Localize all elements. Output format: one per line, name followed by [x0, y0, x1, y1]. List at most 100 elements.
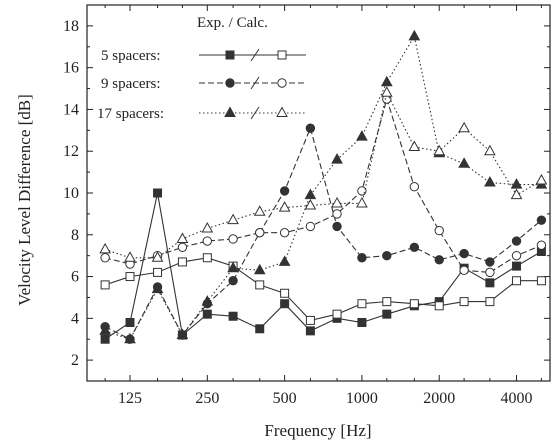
- data-point: [201, 221, 214, 233]
- data-point: [408, 29, 421, 41]
- data-point: [536, 240, 547, 250]
- data-point: [202, 236, 213, 246]
- data-point: [409, 182, 420, 192]
- data-point: [485, 297, 495, 307]
- data-point: [100, 280, 110, 290]
- data-point: [434, 225, 444, 236]
- data-point: [280, 299, 290, 309]
- y-tick-label: 4: [71, 310, 79, 327]
- data-point: [125, 318, 135, 328]
- series-line: [104, 257, 542, 322]
- x-tick-label: 500: [273, 390, 297, 407]
- data-point: [536, 276, 546, 286]
- legend-label-0: 5 spacers:: [101, 48, 161, 64]
- legend-label-1: 9 spacers:: [101, 76, 161, 92]
- x-tick-label: 125: [118, 390, 142, 407]
- data-point: [485, 278, 495, 288]
- legend-marker-calc: [277, 78, 287, 88]
- data-point: [434, 255, 444, 265]
- x-tick-label: 4000: [501, 390, 533, 407]
- data-point: [151, 251, 164, 262]
- data-point: [228, 311, 238, 321]
- data-point: [382, 297, 392, 307]
- data-point: [356, 130, 368, 141]
- y-tick-label: 2: [71, 352, 79, 369]
- data-point: [382, 250, 392, 261]
- data-point: [202, 253, 212, 263]
- data-point: [124, 332, 136, 344]
- data-point: [255, 280, 265, 290]
- data-point: [279, 186, 290, 196]
- data-point: [484, 176, 496, 187]
- data-point: [227, 261, 239, 273]
- y-tick-label: 16: [63, 60, 79, 77]
- data-point: [511, 236, 522, 246]
- legend-slash: [250, 106, 260, 120]
- legend-header: Exp. / Calc.: [197, 15, 268, 31]
- x-axis-title: Frequency [Hz]: [264, 421, 371, 440]
- data-point: [176, 328, 189, 340]
- data-point: [255, 324, 265, 334]
- data-point: [409, 299, 419, 309]
- y-tick-label: 12: [63, 143, 79, 160]
- legend-marker-exp: [224, 106, 236, 117]
- data-point: [484, 144, 496, 156]
- data-point: [255, 227, 265, 238]
- data-point: [357, 318, 367, 328]
- data-point: [512, 276, 522, 286]
- data-point: [100, 334, 110, 344]
- series-line: [104, 34, 542, 340]
- legend-marker-exp: [225, 78, 235, 88]
- data-point: [510, 188, 523, 200]
- data-point: [153, 267, 163, 277]
- legend-sample-0: [199, 48, 306, 62]
- data-point: [176, 232, 189, 243]
- data-point: [280, 288, 290, 298]
- series-3-calc: [100, 94, 547, 278]
- data-point: [409, 242, 420, 253]
- y-tick-label: 8: [71, 227, 79, 244]
- y-tick-label: 14: [63, 101, 79, 118]
- data-point: [331, 153, 343, 164]
- data-point: [177, 257, 187, 267]
- data-point: [304, 188, 317, 200]
- data-point: [228, 234, 238, 244]
- data-point: [305, 221, 316, 232]
- data-point: [125, 272, 135, 282]
- x-tick-label: 2000: [423, 390, 455, 407]
- series-line: [104, 126, 542, 340]
- data-point: [485, 267, 495, 278]
- series-1-calc: [100, 253, 546, 325]
- data-point: [485, 257, 495, 267]
- data-point: [278, 201, 291, 212]
- data-point: [305, 315, 315, 325]
- data-point: [357, 253, 367, 263]
- legend-marker-calc: [276, 106, 288, 117]
- data-point: [510, 178, 523, 189]
- data-point: [304, 199, 317, 210]
- data-point: [253, 205, 266, 216]
- legend-marker-calc: [277, 50, 287, 60]
- axes: 2 4 6 8 10 12 14 16 18 125 250 500 1000 2000 4000: [63, 4, 550, 407]
- data-point: [408, 140, 421, 152]
- data-point: [177, 242, 188, 253]
- data-point: [459, 297, 469, 307]
- y-axis-title: Velocity Level Difference [dB]: [15, 94, 34, 306]
- data-point: [332, 209, 342, 219]
- data-point: [458, 157, 470, 168]
- legend-label-2: 17 spacers:: [97, 106, 164, 122]
- data-point: [382, 309, 392, 319]
- data-point: [459, 265, 469, 275]
- data-point: [356, 196, 368, 208]
- data-point: [99, 242, 111, 254]
- data-point: [434, 301, 444, 311]
- x-tick-label: 250: [195, 390, 219, 407]
- y-tick-label: 6: [71, 269, 79, 286]
- data-point: [202, 309, 212, 319]
- series-layer: [99, 29, 548, 344]
- data-point: [459, 248, 469, 259]
- data-point: [380, 86, 393, 97]
- data-point: [228, 276, 238, 286]
- data-point: [332, 221, 342, 232]
